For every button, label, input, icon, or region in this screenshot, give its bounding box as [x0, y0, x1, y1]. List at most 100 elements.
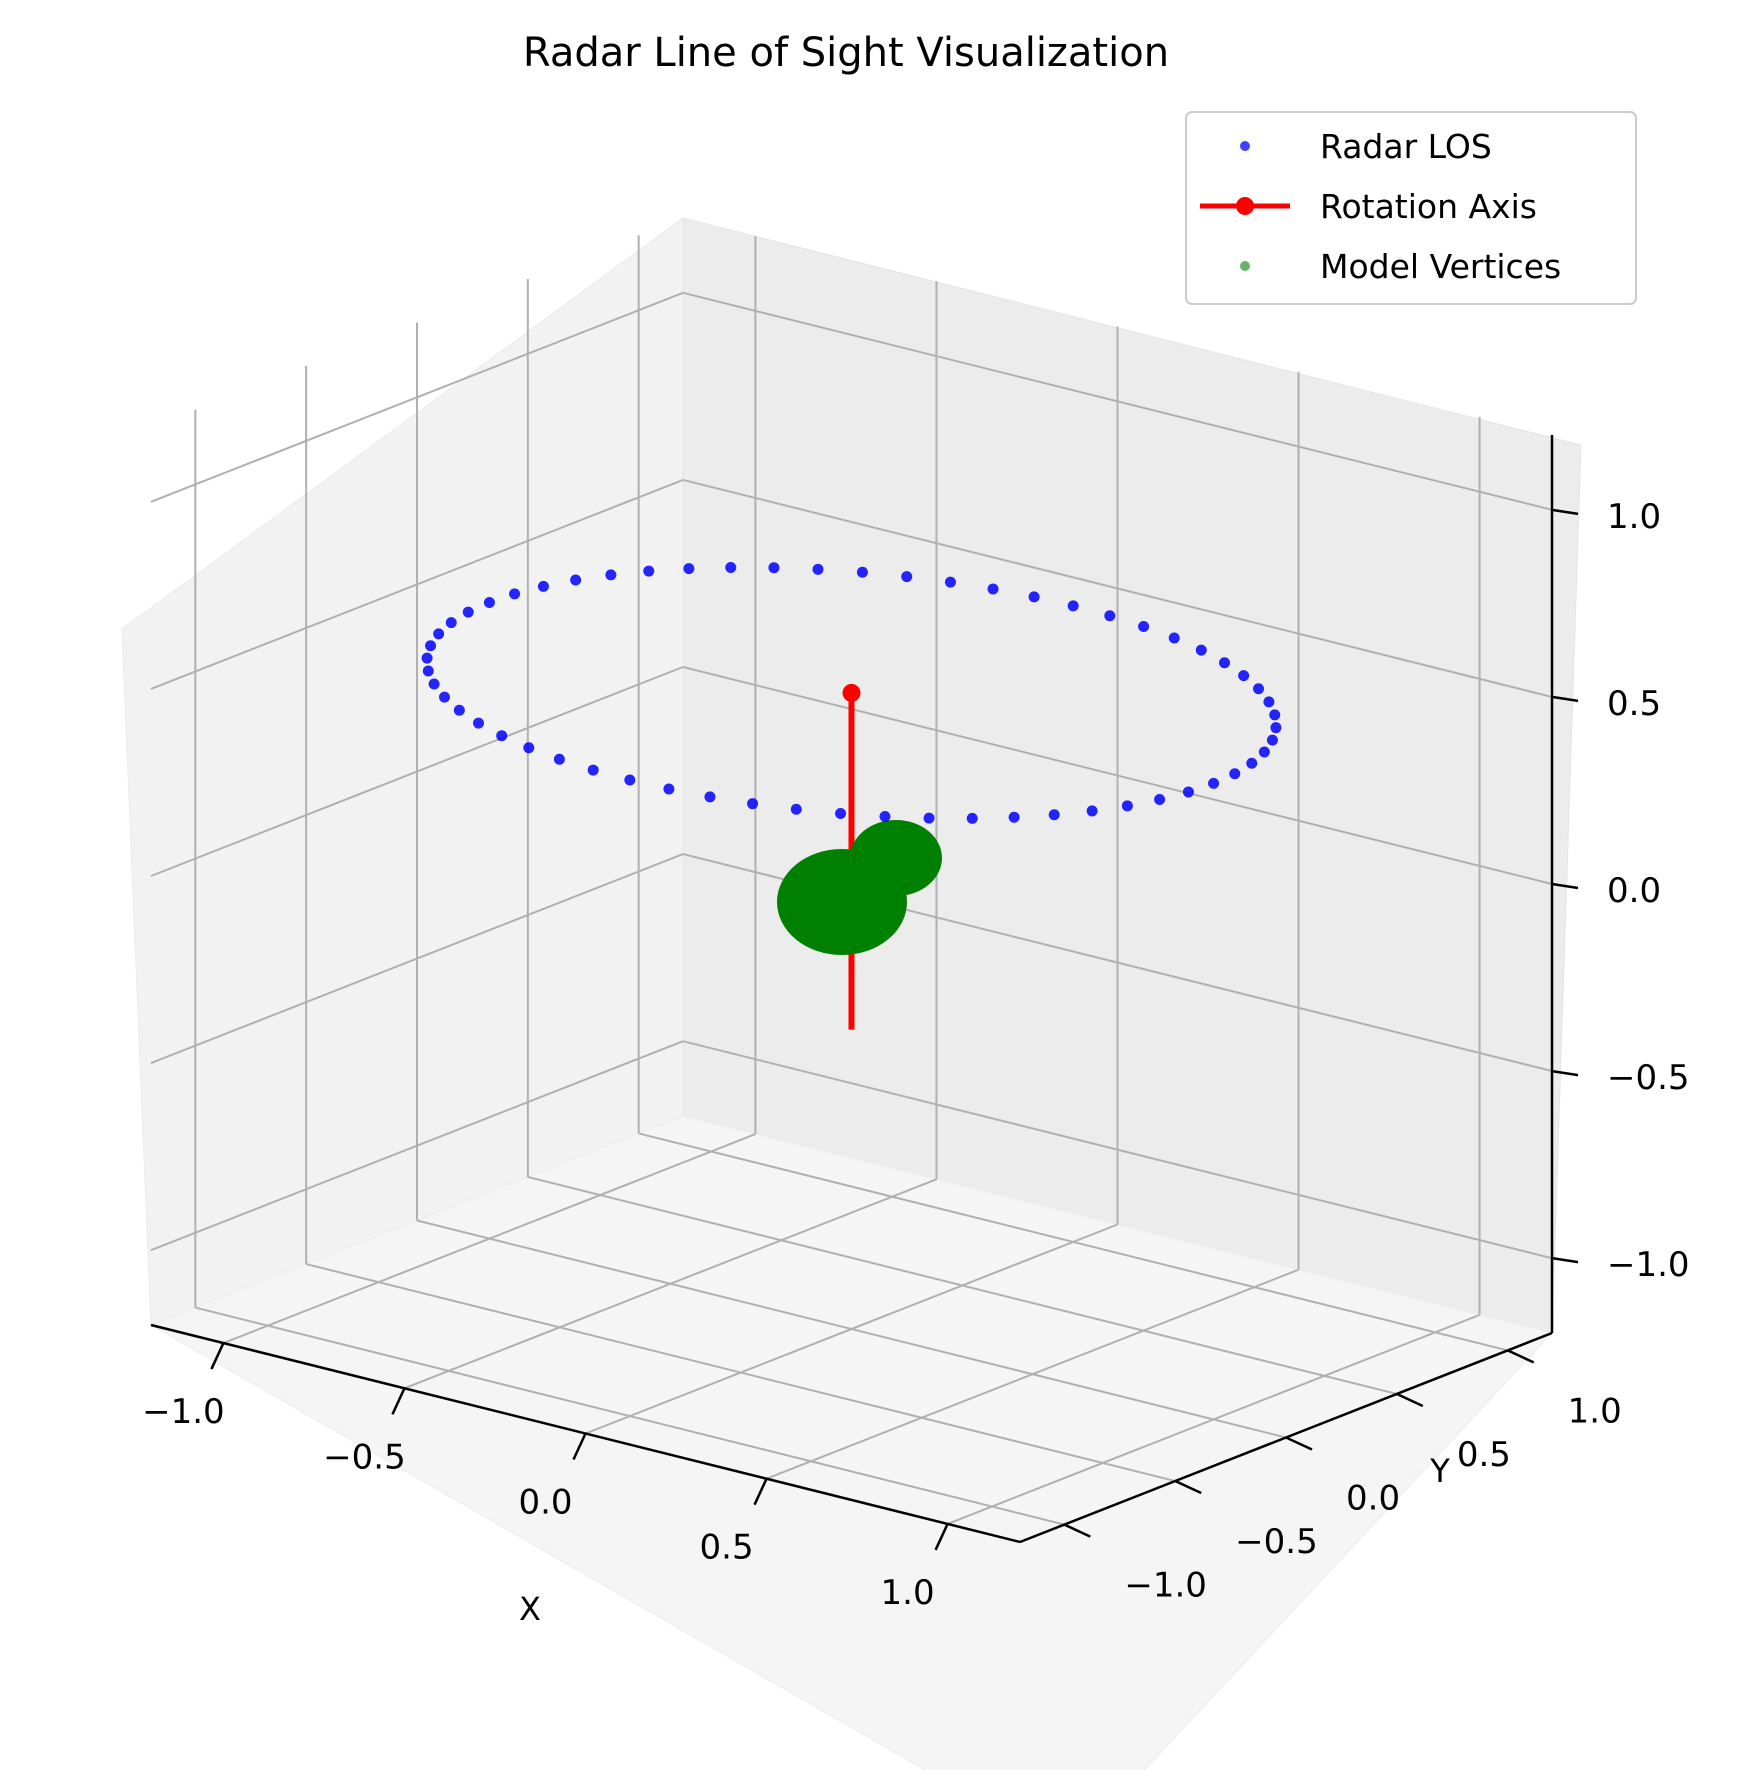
y-tick — [1063, 1523, 1091, 1538]
z-tick — [1551, 1256, 1579, 1264]
radar-los-point — [1121, 800, 1133, 812]
radar-los-point — [879, 811, 891, 823]
x-tick-label: 0.0 — [518, 1483, 572, 1523]
x-tick-label: −0.5 — [323, 1437, 406, 1477]
x-tick — [391, 1387, 406, 1415]
y-axis-label: Y — [1429, 1452, 1450, 1490]
legend-marker-model-vertices — [1240, 261, 1250, 271]
radar-los-point — [1168, 632, 1180, 644]
radar-los-point — [683, 563, 695, 575]
radar-los-point — [944, 576, 956, 588]
radar-los-point — [1195, 644, 1207, 656]
radar-los-point — [537, 580, 549, 592]
legend-box — [1185, 111, 1637, 305]
legend: Radar LOS Rotation Axis Model Vertices — [1185, 111, 1637, 305]
y-tick — [1285, 1436, 1313, 1451]
radar-los-point — [704, 791, 716, 803]
z-tick — [1551, 508, 1579, 516]
z-tick — [1551, 695, 1579, 703]
radar-los-point — [663, 783, 675, 795]
rotation-axis-end — [842, 683, 861, 702]
radar-los-point — [1263, 696, 1275, 708]
x-axis-label: X — [519, 1590, 541, 1628]
grid-line-left-z — [150, 666, 684, 877]
z-tick-label: −0.5 — [1607, 1058, 1690, 1098]
grid-line-floor-y — [416, 1219, 1287, 1439]
z-tick — [1551, 1069, 1579, 1077]
grid-line-back-z — [682, 291, 1553, 511]
radar-los-point — [587, 764, 599, 776]
radar-los-point — [453, 704, 465, 716]
radar-los-point — [1219, 657, 1231, 669]
radar-los-point — [438, 691, 450, 703]
radar-los-point — [1269, 709, 1281, 721]
radar-los-point — [1008, 811, 1020, 823]
radar-los-point — [812, 563, 824, 575]
radar-los-point — [1208, 777, 1220, 789]
radar-los-point — [462, 606, 474, 618]
y-tick — [1396, 1392, 1424, 1408]
x-tick-label: 1.0 — [881, 1573, 935, 1613]
z-tick-label: 0.0 — [1607, 871, 1661, 911]
grid-line-floor-y — [638, 1132, 1508, 1352]
radar-los-point — [553, 753, 565, 765]
y-tick — [1174, 1479, 1202, 1495]
radar-los-point — [1182, 786, 1194, 798]
radar-los-point — [425, 640, 437, 652]
x-tick-label: −1.0 — [142, 1392, 225, 1432]
radar-los-point — [422, 665, 434, 677]
radar-los-point — [1253, 683, 1265, 695]
y-tick-label: 0.0 — [1346, 1479, 1400, 1519]
radar-los-point — [605, 569, 617, 581]
radar-los-point — [433, 628, 445, 640]
radar-los-point — [901, 571, 913, 583]
radar-los-point — [835, 808, 847, 820]
z-tick-label: 0.5 — [1607, 684, 1661, 724]
z-tick-label: −1.0 — [1607, 1245, 1690, 1285]
y-tick-label: −1.0 — [1124, 1566, 1207, 1606]
radar-los-point — [725, 561, 737, 573]
y-tick-label: −0.5 — [1235, 1522, 1318, 1562]
radar-los-point — [790, 803, 802, 815]
radar-los-point — [1067, 600, 1079, 612]
radar-los-point — [570, 574, 582, 586]
y-tick-label: 0.5 — [1457, 1435, 1511, 1475]
plot-data — [421, 561, 1282, 1030]
radar-los-point — [643, 565, 655, 577]
radar-los-point — [428, 678, 440, 690]
legend-marker-rotation-axis — [1236, 197, 1254, 215]
axis-lines — [150, 435, 1579, 1551]
x-tick — [934, 1523, 949, 1551]
radar-los-point — [1104, 610, 1116, 622]
radar-los-point — [1138, 621, 1150, 633]
legend-marker-radar-los — [1240, 141, 1250, 151]
radar-los-point — [1086, 805, 1098, 817]
grid-line-back-z — [682, 478, 1553, 698]
radar-los-point — [496, 730, 508, 742]
radar-los-point — [1246, 757, 1258, 769]
radar-los-point — [1238, 670, 1250, 682]
legend-label-model-vertices: Model Vertices — [1320, 247, 1561, 286]
radar-los-point — [987, 583, 999, 595]
radar-los-point — [483, 597, 495, 608]
grid-line-floor-y — [527, 1175, 1398, 1395]
radar-los-point — [523, 742, 535, 754]
chart-title: Radar Line of Sight Visualization — [523, 30, 1169, 76]
radar-los-point — [856, 566, 868, 578]
radar-los-point — [923, 812, 935, 824]
grid-lines — [150, 235, 1553, 1526]
radar-los-point — [509, 588, 521, 600]
radar-los-point — [966, 812, 978, 824]
x-tick — [572, 1432, 587, 1461]
z-tick — [1551, 882, 1579, 890]
tick-labels: −1.0 −0.5 0.0 0.5 1.0 −1.0 −0.5 0.0 0.5 1.0 −1.0 −0… — [142, 497, 1689, 1613]
x-tick — [210, 1342, 225, 1370]
radar-los-point — [624, 774, 636, 786]
y-tick-label: 1.0 — [1568, 1391, 1622, 1431]
grid-line-left-z — [150, 478, 684, 690]
x-tick — [753, 1478, 768, 1506]
radar-los-point — [1270, 722, 1282, 734]
radar-los-point — [1048, 809, 1060, 821]
x-tick-label: 0.5 — [700, 1528, 754, 1568]
